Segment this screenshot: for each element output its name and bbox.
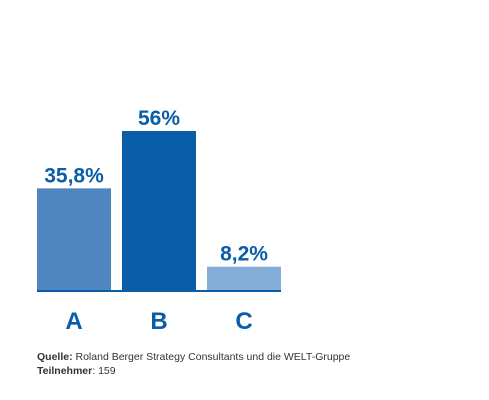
bar-c (207, 266, 281, 290)
bar-b (122, 131, 196, 290)
category-label-b: B (150, 308, 167, 335)
value-label-b: 56% (138, 107, 180, 130)
bar-a (37, 188, 111, 290)
value-label-c: 8,2% (220, 243, 268, 266)
bars-group (37, 131, 281, 290)
category-labels-group: A B C (65, 308, 252, 335)
category-label-c: C (235, 308, 252, 335)
participants-label: Teilnehmer (37, 365, 93, 377)
source-text: Roland Berger Strategy Consultants und d… (72, 351, 351, 363)
source-line: Quelle: Roland Berger Strategy Consultan… (37, 350, 350, 364)
participants-text: : 159 (92, 365, 116, 377)
value-label-a: 35,8% (44, 164, 104, 187)
value-labels-group: 35,8% 56% 8,2% (44, 107, 268, 266)
participants-line: Teilnehmer: 159 (37, 364, 350, 378)
category-label-a: A (65, 308, 82, 335)
source-note: Quelle: Roland Berger Strategy Consultan… (37, 350, 350, 378)
source-label: Quelle: (37, 351, 73, 363)
